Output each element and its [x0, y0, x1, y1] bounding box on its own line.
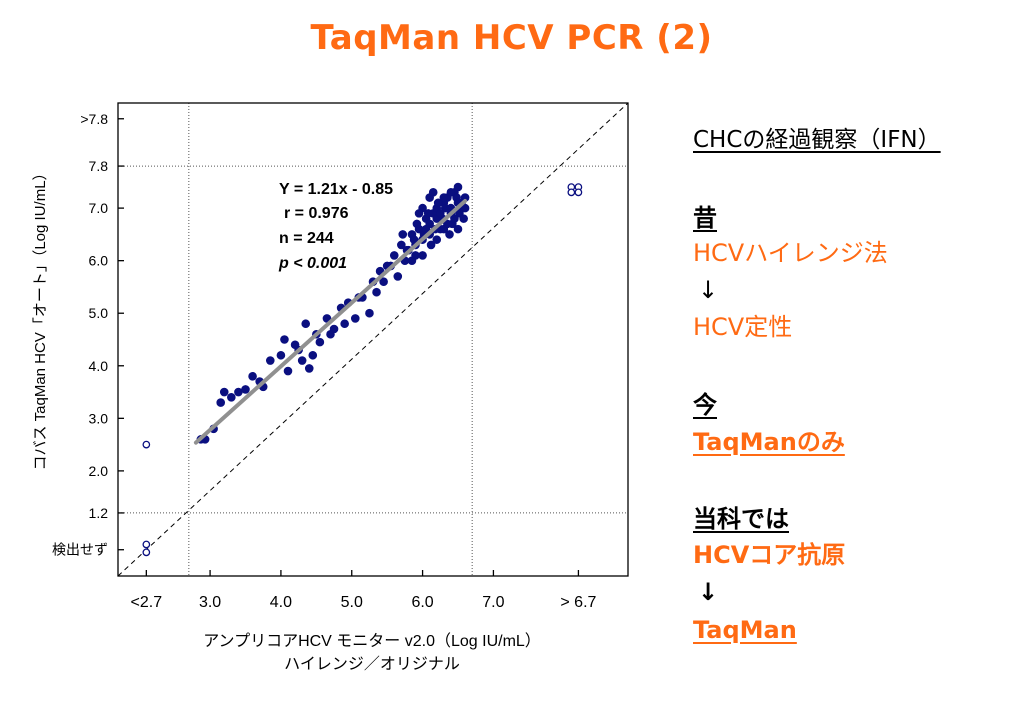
y-tick-label-0: >7.8 — [80, 111, 108, 127]
data-point-15 — [297, 356, 307, 365]
plot-frame — [117, 102, 629, 577]
correlation-r: r = 0.976 — [284, 205, 349, 222]
x-axis-label-line2: ハイレンジ／オリジナル — [284, 656, 460, 673]
data-point-33 — [397, 240, 406, 250]
data-point-13 — [283, 366, 293, 376]
y-tick-label-2: 7.0 — [89, 200, 109, 216]
data-point-12 — [280, 335, 289, 344]
past-label: 昔 — [693, 204, 717, 232]
sample-size: n = 244 — [279, 230, 334, 247]
y-tick-label-6: 3.0 — [89, 410, 109, 426]
x-tick-label-3: 5.0 — [341, 594, 363, 611]
x-axis-label-line1: アンプリコアHCV モニター v2.0（Log IU/mL） — [203, 632, 541, 650]
dept-label: 当科では — [693, 505, 789, 533]
now-label: 今 — [693, 391, 717, 419]
identity-line — [117, 102, 629, 577]
data-point-17 — [304, 364, 314, 373]
data-point-57 — [423, 209, 433, 218]
x-tick-label-2: 4.0 — [270, 594, 292, 611]
dept-method-2: TaqMan — [693, 616, 797, 644]
data-point-89 — [460, 203, 470, 213]
y-tick-label-8: 1.2 — [89, 505, 109, 521]
data-point-52 — [398, 230, 408, 239]
arrow-down-icon-2: ↓ — [698, 578, 719, 606]
data-point-27 — [372, 287, 381, 297]
data-point-63 — [445, 230, 454, 239]
scatter-chart: >7.8 7.8 7.0 6.0 5.0 4.0 3.0 2.0 1.2 検出せず <2.7 3.0… — [32, 102, 629, 673]
past-method-2: HCV定性 — [693, 313, 793, 341]
data-point-60 — [433, 198, 443, 208]
data-point-67 — [459, 214, 468, 223]
data-point-81 — [407, 256, 417, 265]
y-tick-label-5: 4.0 — [89, 358, 109, 374]
slide-title: TaqMan HCV PCR (2) — [310, 18, 713, 58]
data-point-74 — [414, 209, 424, 218]
outlier-point-1 — [142, 540, 151, 549]
side-heading: CHCの経過観察（IFN） — [693, 127, 941, 153]
data-point-4 — [219, 387, 229, 397]
outlier-point-2 — [142, 548, 151, 557]
y-axis: >7.8 7.8 7.0 6.0 5.0 4.0 3.0 2.0 1.2 検出せず — [52, 111, 124, 558]
arrow-down-icon: ↓ — [698, 276, 719, 304]
data-point-83 — [418, 251, 427, 260]
x-tick-label-4: 6.0 — [411, 594, 433, 611]
data-point-31 — [389, 251, 399, 260]
x-tick-label-0: <2.7 — [131, 594, 163, 611]
data-point-76 — [428, 188, 438, 197]
outlier-point-6 — [574, 188, 583, 197]
y-tick-label-9: 検出せず — [52, 542, 108, 558]
y-tick-label-4: 5.0 — [89, 305, 109, 321]
data-point-90 — [248, 371, 257, 381]
data-point-86 — [439, 193, 449, 202]
data-point-29 — [379, 277, 388, 286]
outlier-point-5 — [567, 188, 576, 197]
data-point-58 — [426, 240, 436, 250]
x-tick-label-5: 7.0 — [482, 594, 504, 611]
data-point-19 — [315, 337, 325, 347]
y-tick-label-7: 2.0 — [89, 463, 109, 479]
past-method-1: HCVハイレンジ法 — [693, 239, 888, 267]
data-point-93 — [326, 329, 335, 339]
data-point-92 — [308, 350, 318, 360]
data-point-55 — [412, 219, 422, 229]
regression-stats: Y = 1.21x - 0.85 r = 0.976 n = 244 p < 0… — [278, 181, 393, 272]
now-method: TaqManのみ — [693, 428, 845, 456]
data-point-3 — [216, 398, 226, 407]
data-point-10 — [265, 356, 275, 365]
data-point-72 — [446, 188, 456, 197]
data-point-78 — [443, 219, 452, 229]
data-point-26 — [365, 308, 374, 318]
data-point-88 — [453, 224, 463, 234]
x-tick-label-1: 3.0 — [199, 594, 221, 611]
data-point-49 — [453, 182, 463, 192]
data-point-94 — [340, 319, 349, 329]
reference-lines — [118, 103, 628, 576]
data-point-79 — [450, 214, 459, 223]
data-point-11 — [276, 350, 286, 360]
data-points — [142, 182, 583, 557]
y-tick-label-3: 6.0 — [89, 253, 109, 269]
y-tick-label-1: 7.8 — [89, 158, 109, 174]
p-value: p < 0.001 — [278, 255, 347, 272]
data-point-32 — [393, 272, 403, 281]
dept-method-1: HCVコア抗原 — [693, 541, 846, 569]
data-point-24 — [350, 314, 360, 323]
data-point-5 — [227, 393, 236, 402]
x-tick-label-6: > 6.7 — [560, 594, 596, 611]
x-axis: <2.7 3.0 4.0 5.0 6.0 7.0 > 6.7 — [131, 570, 597, 611]
data-point-7 — [241, 385, 250, 394]
data-point-85 — [432, 235, 442, 244]
outlier-point-0 — [142, 440, 151, 449]
regression-line — [193, 198, 468, 445]
data-point-16 — [301, 319, 311, 329]
data-point-77 — [435, 209, 445, 218]
regression-equation: Y = 1.21x - 0.85 — [279, 181, 393, 198]
y-axis-label: コバス TaqMan HCV「オート」（Log IU/mL） — [32, 165, 49, 470]
